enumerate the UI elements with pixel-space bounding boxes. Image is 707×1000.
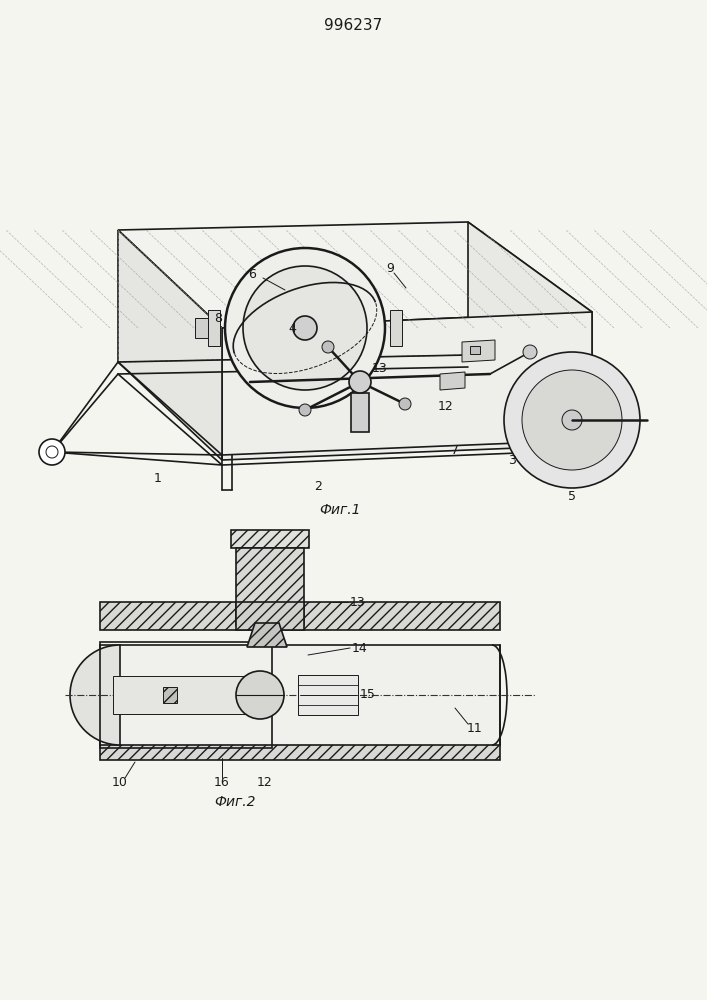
Circle shape <box>562 410 582 430</box>
Text: 8: 8 <box>214 312 222 324</box>
Polygon shape <box>440 372 465 390</box>
Bar <box>100 602 500 630</box>
Circle shape <box>225 248 385 408</box>
Text: 996237: 996237 <box>324 17 382 32</box>
Text: 4: 4 <box>288 322 296 334</box>
Text: 6: 6 <box>248 267 256 280</box>
Polygon shape <box>222 312 592 460</box>
Text: 13: 13 <box>372 361 388 374</box>
Circle shape <box>399 398 411 410</box>
Bar <box>470 346 480 354</box>
Polygon shape <box>468 222 592 445</box>
Text: 16: 16 <box>214 776 230 788</box>
Text: 1: 1 <box>154 472 162 485</box>
Wedge shape <box>70 645 120 745</box>
Bar <box>100 645 500 745</box>
Polygon shape <box>118 230 222 460</box>
Text: 3: 3 <box>508 454 516 466</box>
Circle shape <box>349 371 371 393</box>
Polygon shape <box>118 222 592 328</box>
Text: 13: 13 <box>350 595 366 608</box>
Bar <box>236 602 304 630</box>
Text: 15: 15 <box>360 688 376 702</box>
Polygon shape <box>195 318 208 338</box>
Text: Фиг.2: Фиг.2 <box>214 795 256 809</box>
Circle shape <box>236 671 284 719</box>
Circle shape <box>299 404 311 416</box>
Text: 12: 12 <box>257 776 273 788</box>
Text: 2: 2 <box>314 480 322 492</box>
Bar <box>163 687 177 703</box>
Text: 5: 5 <box>568 490 576 504</box>
Text: 12: 12 <box>438 400 454 414</box>
Polygon shape <box>208 310 220 346</box>
Circle shape <box>243 266 367 390</box>
Circle shape <box>322 341 334 353</box>
Text: 7: 7 <box>451 444 459 458</box>
Text: 9: 9 <box>386 261 394 274</box>
Bar <box>236 548 304 625</box>
Bar <box>100 732 500 760</box>
Circle shape <box>504 352 640 488</box>
Bar <box>298 675 358 715</box>
Text: 10: 10 <box>112 776 128 788</box>
Polygon shape <box>247 623 287 647</box>
Text: 11: 11 <box>467 722 483 734</box>
Polygon shape <box>351 393 369 432</box>
Text: 14: 14 <box>352 642 368 654</box>
Circle shape <box>523 345 537 359</box>
Polygon shape <box>462 340 495 362</box>
Bar <box>100 642 272 748</box>
Bar <box>231 530 309 548</box>
Polygon shape <box>390 310 402 346</box>
Circle shape <box>39 439 65 465</box>
Circle shape <box>293 316 317 340</box>
Circle shape <box>522 370 622 470</box>
Text: Фиг.1: Фиг.1 <box>320 503 361 517</box>
Bar <box>113 676 262 714</box>
